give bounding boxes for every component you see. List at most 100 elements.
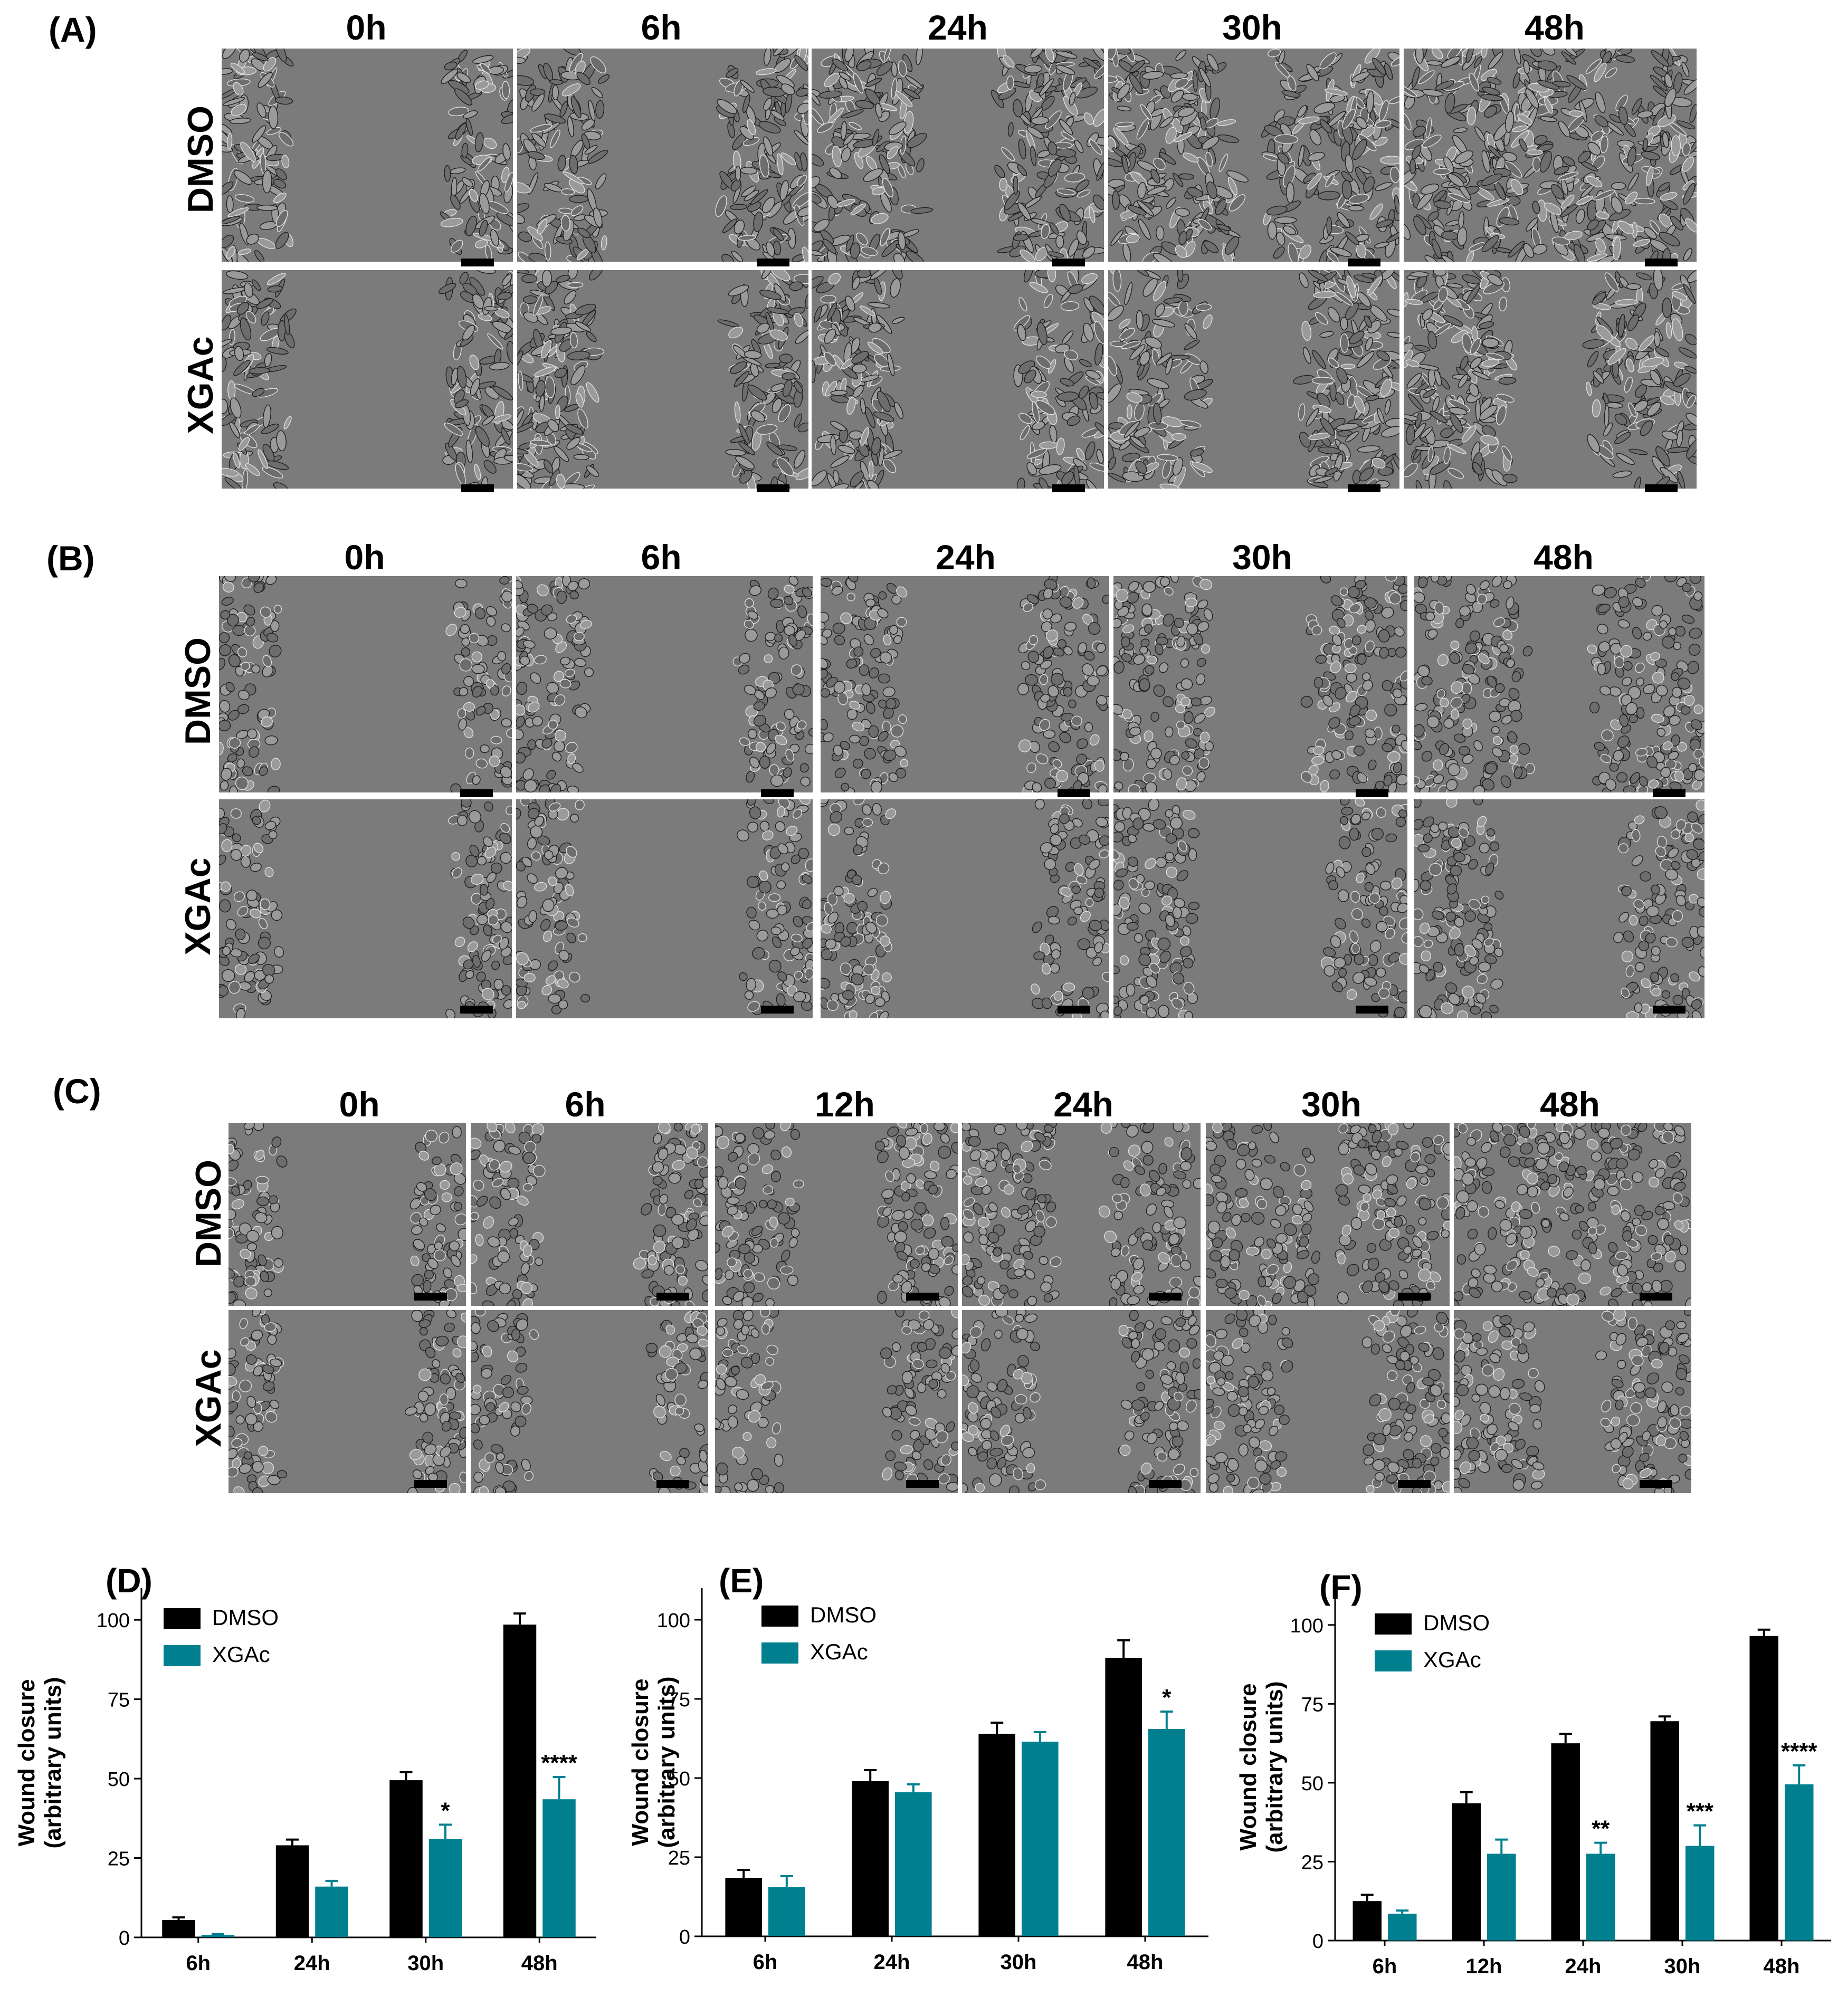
bar-dmso — [162, 1919, 195, 1937]
micrograph-a-xgac-1 — [517, 270, 808, 489]
chart-e: (E) Wound closure (arbitrary units) 0 25 50 75… — [627, 1562, 1208, 1974]
y-axis-label: (arbitrary units) — [654, 1676, 680, 1848]
scale-bar — [461, 484, 494, 492]
micrograph-c-dmso-4 — [1206, 1123, 1450, 1306]
micrograph-c-xgac-1 — [471, 1310, 708, 1493]
panel-c-row-dmso: DMSO — [188, 1160, 228, 1267]
scale-bar — [906, 1293, 939, 1301]
bar-xgac — [1148, 1729, 1185, 1936]
x-tick-label: 48h — [1127, 1951, 1164, 1974]
micrograph-c-dmso-2 — [715, 1123, 958, 1306]
micrograph-a-dmso-3 — [1108, 49, 1399, 262]
y-tick-label: 25 — [108, 1848, 130, 1870]
scale-bar — [656, 1480, 689, 1488]
bar-dmso — [1650, 1721, 1679, 1941]
y-tick-label: 25 — [1301, 1851, 1323, 1874]
y-tick-label: 100 — [97, 1610, 130, 1632]
y-tick-label: 50 — [1301, 1773, 1323, 1795]
y-tick-label: 100 — [657, 1610, 690, 1632]
legend-label-dmso: DMSO — [212, 1605, 279, 1630]
y-tick-label: 0 — [1312, 1931, 1323, 1953]
scale-bar — [460, 789, 493, 797]
significance-marker: * — [1162, 1685, 1172, 1711]
bar-xgac — [428, 1839, 462, 1937]
chart-f: (F) Wound closure (arbitrary units) 0 25 50 75… — [1235, 1568, 1831, 1978]
y-axis-label: Wound closure — [1235, 1684, 1261, 1851]
panel-a-time-4: 48h — [1525, 8, 1585, 47]
bar-dmso — [1551, 1743, 1580, 1941]
panel-b-time-2: 24h — [936, 538, 996, 577]
micrograph-b-xgac-1 — [516, 799, 813, 1018]
x-tick-label: 24h — [294, 1952, 330, 1975]
scale-bar — [414, 1480, 447, 1488]
legend-label-xgac: XGAc — [810, 1639, 868, 1664]
bar-dmso — [389, 1780, 423, 1937]
scale-bar — [1052, 484, 1085, 492]
x-tick-label: 30h — [1664, 1955, 1701, 1978]
panel-c-time-4: 30h — [1301, 1085, 1361, 1124]
significance-marker: *** — [1687, 1799, 1714, 1824]
scale-bar — [461, 259, 494, 266]
scale-bar — [656, 1293, 689, 1301]
scale-bar — [1653, 1006, 1685, 1014]
y-tick-label: 75 — [1301, 1694, 1323, 1716]
panel-a-time-3: 30h — [1222, 8, 1282, 47]
bar-xgac — [895, 1792, 932, 1936]
panel-a-row-dmso: DMSO — [180, 106, 221, 213]
micrograph-c-xgac-5 — [1454, 1310, 1691, 1493]
micrograph-c-dmso-1 — [471, 1123, 708, 1306]
scale-bar — [906, 1480, 939, 1488]
y-axis-label: Wound closure — [14, 1679, 40, 1847]
bar-dmso — [275, 1845, 309, 1937]
micrograph-c-dmso-0 — [228, 1123, 466, 1306]
scale-bar — [460, 1006, 493, 1014]
legend-label-xgac: XGAc — [212, 1642, 270, 1667]
legend-swatch-dmso — [164, 1608, 201, 1629]
micrograph-b-dmso-3 — [1113, 576, 1407, 792]
y-tick-label: 50 — [668, 1768, 690, 1790]
micrograph-c-xgac-4 — [1206, 1310, 1450, 1493]
scale-bar — [757, 259, 789, 266]
x-tick-label: 48h — [521, 1952, 558, 1975]
micrograph-b-xgac-2 — [821, 799, 1109, 1018]
chart-panel-label: (F) — [1319, 1568, 1363, 1606]
panel-a-time-0: 0h — [346, 8, 387, 47]
bar-dmso — [852, 1781, 889, 1936]
legend-label-dmso: DMSO — [810, 1602, 877, 1627]
y-tick-label: 0 — [679, 1926, 690, 1948]
micrograph-b-xgac-0 — [219, 799, 512, 1018]
x-tick-label: 6h — [1373, 1955, 1397, 1978]
micrograph-c-xgac-2 — [715, 1310, 958, 1493]
bar-dmso — [1452, 1803, 1481, 1941]
significance-marker: * — [441, 1798, 450, 1823]
x-tick-label: 48h — [1764, 1955, 1800, 1978]
chart-d: (D) Wound closure (arbitrary units) 0 25 50 75… — [14, 1562, 596, 1975]
bar-dmso — [503, 1625, 537, 1937]
scale-bar — [1356, 1006, 1388, 1014]
panel-b-time-0: 0h — [344, 538, 385, 577]
micrograph-a-xgac-3 — [1108, 270, 1399, 489]
legend-swatch-xgac — [1375, 1650, 1412, 1671]
micrograph-a-xgac-4 — [1404, 270, 1697, 489]
panel-b-time-1: 6h — [641, 538, 682, 577]
panel-a-row-xgac: XGAc — [180, 336, 221, 434]
micrograph-b-xgac-4 — [1414, 799, 1704, 1018]
bar-dmso — [1749, 1636, 1778, 1941]
micrograph-b-dmso-4 — [1414, 576, 1704, 792]
micrograph-b-xgac-3 — [1113, 799, 1407, 1018]
scale-bar — [414, 1293, 447, 1301]
y-axis-label: (arbitrary units) — [1262, 1681, 1288, 1852]
x-tick-label: 30h — [407, 1952, 444, 1975]
panel-c-label: (C) — [53, 1072, 101, 1111]
scale-bar — [1058, 1006, 1090, 1014]
micrograph-c-xgac-0 — [228, 1310, 466, 1493]
scale-bar — [1356, 789, 1388, 797]
bar-xgac — [768, 1887, 805, 1936]
micrograph-a-dmso-2 — [812, 49, 1104, 262]
legend-label-xgac: XGAc — [1423, 1647, 1481, 1672]
x-tick-label: 24h — [874, 1951, 910, 1974]
panel-c-time-0: 0h — [339, 1085, 380, 1124]
legend-swatch-dmso — [1375, 1613, 1412, 1635]
panel-a-time-1: 6h — [641, 8, 682, 47]
y-axis-label: (arbitrary units) — [40, 1677, 66, 1848]
